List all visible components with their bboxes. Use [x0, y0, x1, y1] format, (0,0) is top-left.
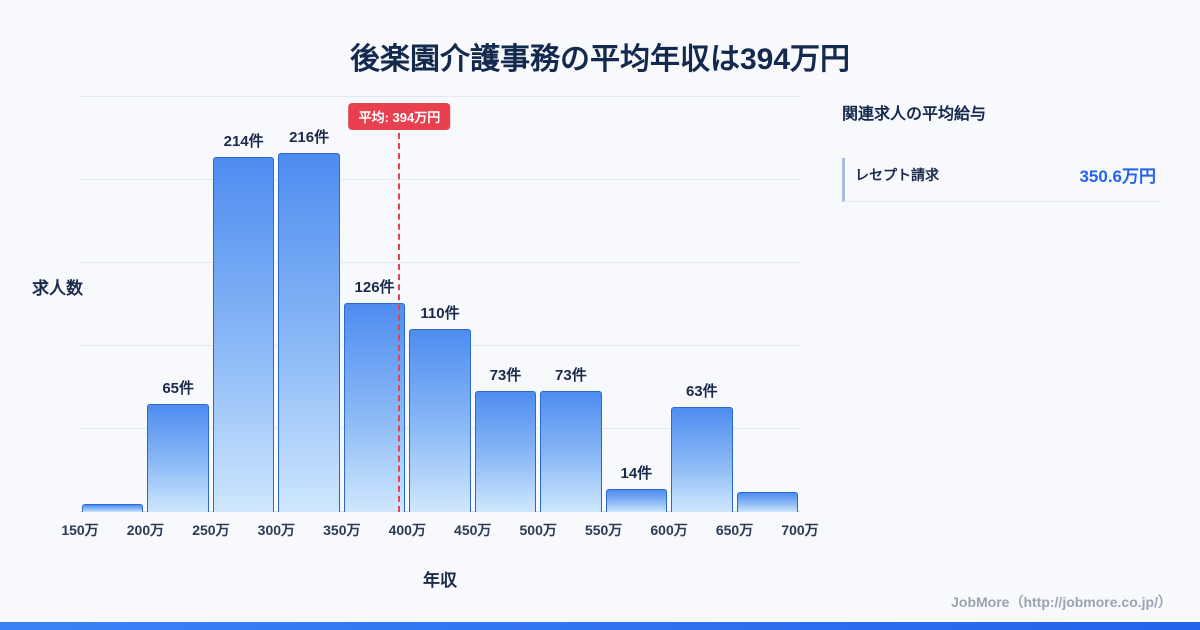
gridline: [80, 262, 800, 263]
bar-slot: 126件: [342, 97, 407, 512]
gridline: [80, 96, 800, 97]
histogram-bar: [605, 488, 668, 512]
bar-slot: 73件: [538, 97, 603, 512]
histogram-bar: [736, 492, 798, 512]
footer-credit: JobMore（http://jobmore.co.jp/）: [951, 594, 1172, 610]
bar-value-label: 65件: [162, 380, 195, 398]
bar-value-label: 214件: [223, 132, 264, 150]
histogram-bar: [147, 404, 209, 512]
histogram-chart: 65件 214件 216件 126件 110件 73件 73件 14件 63件 平均: 394万…: [80, 96, 800, 512]
x-axis-tick: 200万: [126, 522, 165, 538]
histogram-bar: [278, 153, 340, 512]
x-axis-tick: 300万: [257, 522, 296, 538]
x-axis-tick: 150万: [61, 522, 99, 538]
bar-slot: 63件: [669, 97, 734, 512]
x-axis-tick: 550万: [584, 522, 623, 538]
histogram-bar: [474, 390, 537, 512]
bottom-accent-bar: [0, 622, 1200, 630]
histogram-bar: [212, 156, 275, 512]
x-axis-tick: 600万: [650, 522, 688, 538]
x-axis-tick: 500万: [519, 522, 557, 538]
histogram-bar: [82, 503, 144, 512]
histogram-bar: [343, 302, 406, 512]
bar-slot: [80, 97, 145, 512]
related-salary-panel: 関連求人の平均給与 レセプト請求 350.6万円: [842, 100, 1160, 202]
histogram-bar: [409, 329, 471, 512]
average-badge: 平均: 394万円: [348, 103, 451, 130]
bar-value-label: 126件: [354, 278, 395, 296]
page-title: 後楽園介護事務の平均年収は394万円: [349, 43, 851, 76]
bar-value-label: 63件: [685, 383, 718, 401]
bar-slot: 14件: [604, 97, 669, 512]
panel-row: レセプト請求 350.6万円: [842, 158, 1160, 202]
x-axis-tick: 250万: [192, 522, 230, 538]
x-axis-title: 年収: [423, 571, 457, 590]
bar-slot: 73件: [473, 97, 538, 512]
gridline: [80, 179, 800, 180]
bar-value-label: 110件: [420, 305, 460, 323]
panel-heading: 関連求人の平均給与: [842, 106, 987, 123]
bar-slot: [735, 97, 800, 512]
x-axis-tick: 700万: [781, 522, 819, 538]
bar-value-label: 73件: [489, 366, 522, 384]
bar-value-label: 216件: [289, 129, 330, 147]
panel-row-value: 350.6万円: [1079, 167, 1156, 186]
bar-slot: 216件: [276, 97, 341, 512]
bar-slot: 65件: [145, 97, 210, 512]
histogram-bar: [671, 407, 733, 512]
x-axis-ticks: 150万 200万 250万 300万 350万 400万 450万 500万 550万 600万…: [61, 520, 818, 538]
histogram-bar: [540, 390, 602, 512]
bar-slot: 110件: [407, 97, 472, 512]
panel-row-label: レセプト請求: [855, 166, 939, 183]
bar-value-label: 73件: [555, 366, 587, 384]
x-axis-tick: 400万: [388, 522, 426, 538]
bar-value-label: 14件: [620, 464, 653, 482]
bar-slot: 214件: [211, 97, 276, 512]
y-axis-title: 求人数: [32, 279, 83, 298]
x-axis-tick: 650万: [715, 522, 754, 538]
x-axis-tick: 350万: [323, 522, 361, 538]
x-axis-tick: 450万: [454, 522, 492, 538]
plot-area: 65件 214件 216件 126件 110件 73件 73件 14件 63件: [80, 96, 800, 512]
average-line: [398, 133, 401, 512]
